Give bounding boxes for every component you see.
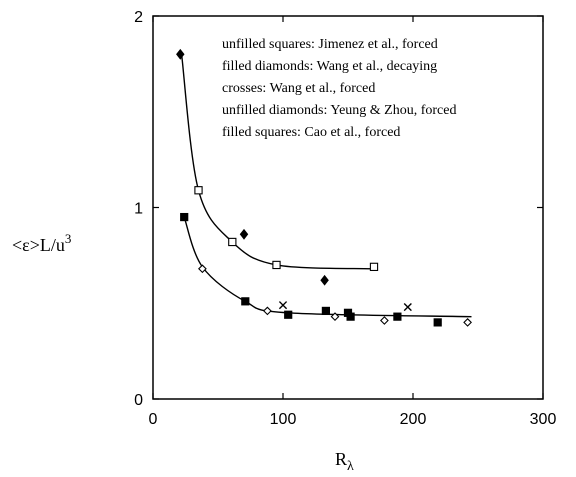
marker-cross-stroke xyxy=(278,301,288,310)
marker-square-filled xyxy=(284,310,293,319)
marker-square-filled xyxy=(393,312,402,321)
legend-item: filled squares: Cao et al., forced xyxy=(222,125,400,140)
marker-diamond-open xyxy=(463,318,472,327)
x-tick-label: 300 xyxy=(530,411,557,428)
x-tick-label: 100 xyxy=(270,411,297,428)
marker-diamond-filled xyxy=(176,48,185,60)
y-axis-label: <ε>L/u3 xyxy=(12,231,71,255)
y-axis-label-superscript: 3 xyxy=(65,231,72,246)
data-markers xyxy=(176,48,472,327)
y-tick-label: 0 xyxy=(134,392,143,409)
marker-diamond-filled xyxy=(320,274,329,286)
y-tick-label: 2 xyxy=(134,9,143,26)
x-tick-label: 0 xyxy=(149,411,158,428)
marker-diamond-open xyxy=(198,264,207,274)
marker-diamond-open xyxy=(263,306,272,316)
x-axis-label: Rλ xyxy=(335,449,354,474)
y-tick-label: 1 xyxy=(134,201,143,218)
legend-item: unfilled diamonds: Yeung & Zhou, forced xyxy=(222,103,456,118)
marker-diamond-open xyxy=(380,316,389,325)
marker-diamond-open xyxy=(330,312,340,322)
marker-square-filled xyxy=(433,318,442,327)
marker-cross xyxy=(278,301,288,310)
y-axis-label-main: <ε>L/u xyxy=(12,235,65,255)
x-axis-label-subscript: λ xyxy=(347,459,354,474)
marker-square-filled xyxy=(321,306,330,316)
marker-square-filled xyxy=(241,297,250,306)
x-axis-ticks: 0 100 200 300 xyxy=(149,16,557,428)
marker-square-open xyxy=(272,260,281,270)
x-axis-label-main: R xyxy=(335,449,347,469)
y-axis-ticks: 0 1 2 xyxy=(134,9,543,409)
legend-item: crosses: Wang et al., forced xyxy=(222,81,375,96)
marker-square-open xyxy=(228,237,237,247)
marker-square-open xyxy=(369,262,379,272)
legend-item: unfilled squares: Jimenez et al., forced xyxy=(222,37,438,52)
marker-square-open xyxy=(194,186,203,195)
fit-curve xyxy=(183,216,472,318)
legend-item: filled diamonds: Wang et al., decaying xyxy=(222,59,437,74)
x-tick-label: 200 xyxy=(400,411,427,428)
marker-square-filled xyxy=(346,312,355,321)
marker-cross-stroke xyxy=(403,302,412,312)
marker-diamond-filled xyxy=(239,228,249,240)
marker-cross xyxy=(403,302,412,312)
marker-square-filled xyxy=(180,212,189,222)
legend: unfilled squares: Jimenez et al., forced… xyxy=(222,37,456,140)
